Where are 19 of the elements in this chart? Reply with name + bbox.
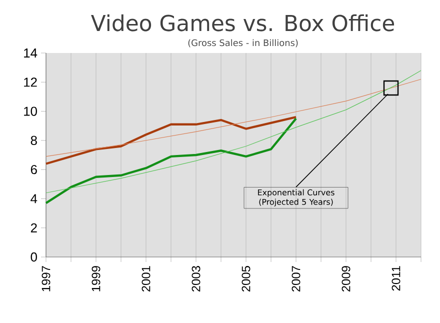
line-series xyxy=(46,78,422,157)
x-tick-label: 2005 xyxy=(242,266,250,292)
chart-title: Video Games vs. Box Office xyxy=(91,14,394,32)
chart-subtitle: (Gross Sales - in Billions) xyxy=(188,39,298,48)
y-tick-label: 8 xyxy=(30,136,37,146)
y-tick-label: 6 xyxy=(30,164,37,174)
y-tick-label: 2 xyxy=(30,223,37,232)
x-tick-label: 2011 xyxy=(392,266,400,291)
y-tick-label: 4 xyxy=(30,194,38,204)
x-tick-label: 2007 xyxy=(292,266,300,292)
y-tick-label: 14 xyxy=(24,48,38,58)
y-tick-label: 12 xyxy=(24,78,37,87)
y-tick-label: 10 xyxy=(24,106,37,116)
x-tick-label: 1999 xyxy=(92,266,100,292)
y-tick-label: 0 xyxy=(30,252,37,262)
x-tick-label: 2009 xyxy=(342,266,350,292)
x-tick-label: 2001 xyxy=(142,266,150,292)
x-tick-label: 2003 xyxy=(192,266,200,292)
x-tick-label: 1997 xyxy=(42,266,50,292)
